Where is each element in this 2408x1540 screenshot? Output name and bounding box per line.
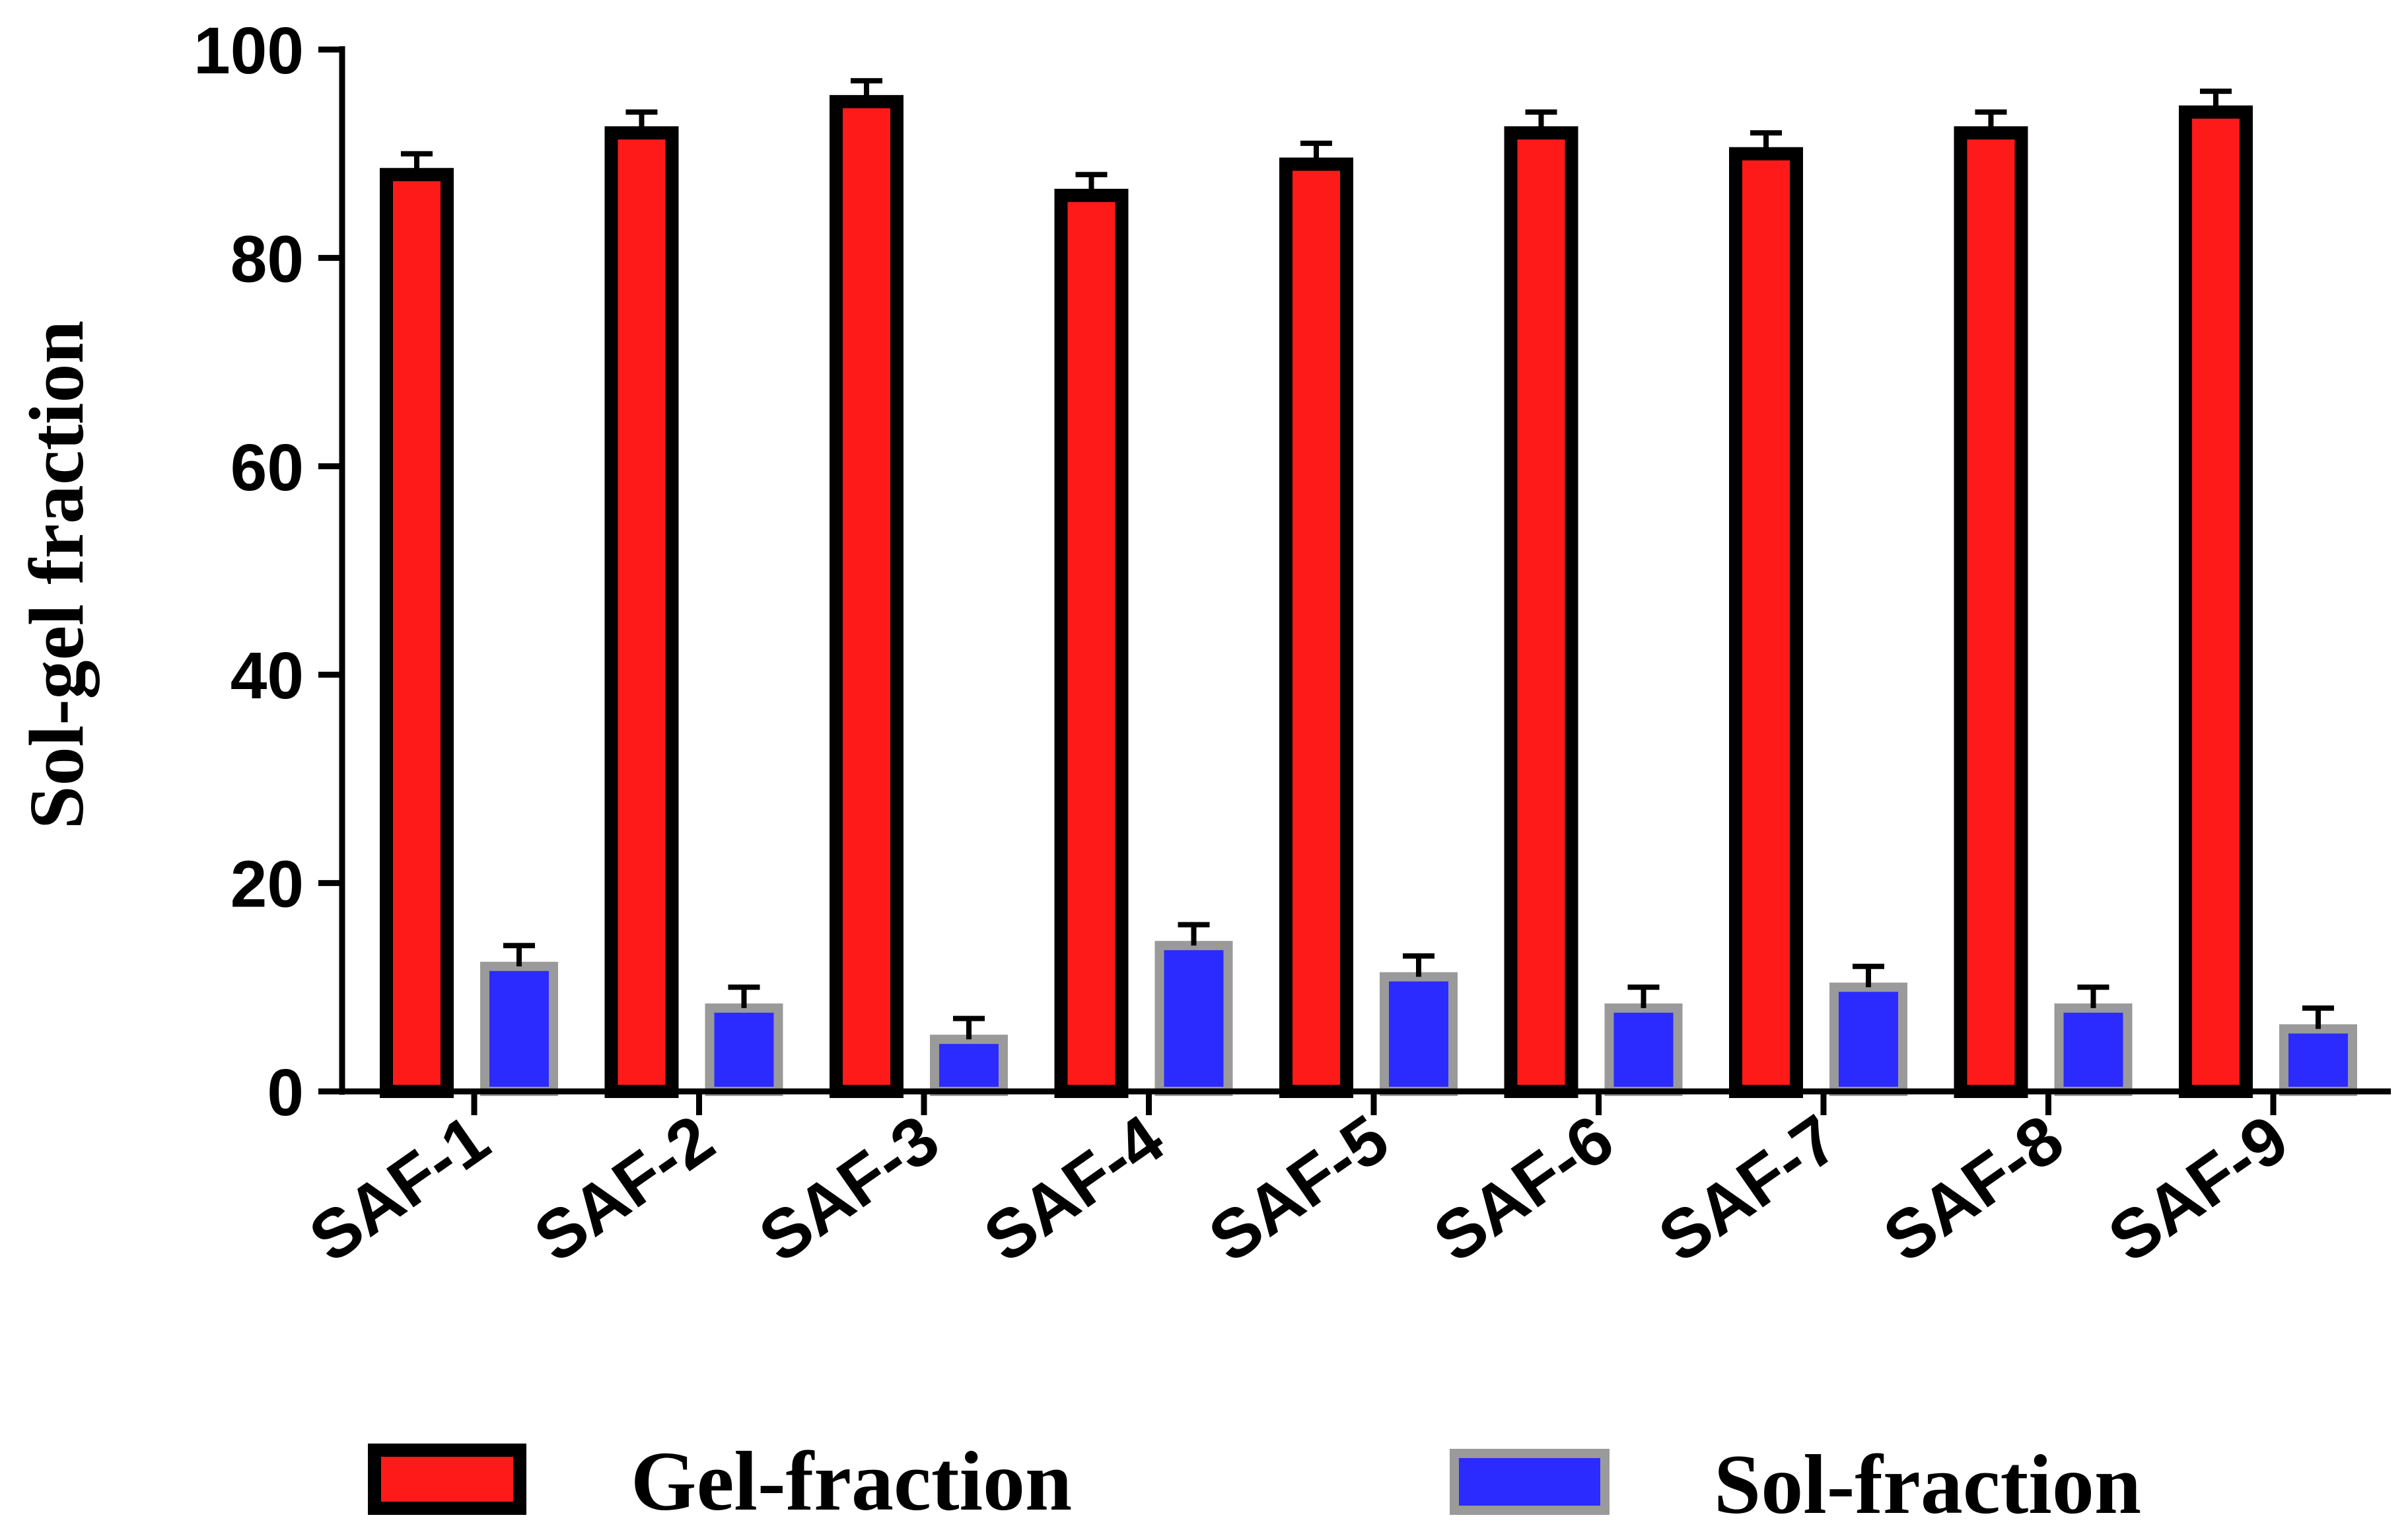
y-tick-label: 60	[230, 431, 304, 505]
x-tick-label-saf-3: SAF-3	[746, 1101, 953, 1277]
x-tick-label-saf-7: SAF-7	[1646, 1101, 1853, 1277]
x-tick-label-saf-5: SAF-5	[1196, 1101, 1403, 1277]
gel-bar-8	[1954, 126, 2028, 1098]
gel-bar-9	[2179, 105, 2253, 1098]
sol-bar-6	[1604, 1003, 1683, 1096]
y-tick-label: 20	[230, 848, 304, 922]
gel-bar-1	[380, 168, 454, 1098]
sol-bar-2	[705, 1003, 783, 1096]
y-tick-label: 80	[230, 222, 304, 296]
y-axis-label: Sol-gel fraction	[13, 320, 100, 829]
sol-bar-9	[2279, 1024, 2357, 1097]
gel-bar-4	[1054, 188, 1129, 1098]
y-tick-label: 0	[267, 1056, 304, 1130]
legend-label-gel: Gel-fraction	[631, 1434, 1072, 1528]
x-tick-label-saf-9: SAF-9	[2096, 1101, 2302, 1277]
gel-bar-2	[604, 126, 679, 1098]
sol-bar-3	[930, 1035, 1008, 1097]
sol-bar-5	[1380, 972, 1458, 1097]
legend: Gel-fraction Sol-fraction	[368, 1434, 2141, 1531]
bars-layer	[380, 78, 2357, 1099]
sol-bar-4	[1154, 941, 1233, 1096]
x-tick-label-saf-4: SAF-4	[971, 1101, 1178, 1277]
gel-bar-6	[1504, 126, 1578, 1098]
y-tick-label: 100	[194, 14, 304, 88]
y-tick-label: 40	[230, 639, 304, 713]
axes-layer	[318, 46, 2391, 1115]
sol-bar-8	[2054, 1003, 2133, 1096]
x-tick-label-saf-8: SAF-8	[1870, 1101, 2077, 1277]
legend-swatch-sol	[1450, 1449, 1610, 1515]
gel-bar-3	[830, 94, 903, 1099]
x-tick-label-saf-2: SAF-2	[521, 1101, 728, 1277]
gel-bar-5	[1279, 157, 1353, 1099]
legend-label-sol: Sol-fraction	[1714, 1438, 2141, 1531]
x-tick-label-saf-6: SAF-6	[1421, 1101, 1627, 1277]
gel-bar-7	[1729, 147, 1803, 1099]
x-tick-label-saf-1: SAF-1	[297, 1101, 503, 1277]
sol-bar-1	[480, 961, 558, 1097]
sol-bar-7	[1829, 982, 1907, 1097]
legend-swatch-gel	[368, 1444, 526, 1515]
